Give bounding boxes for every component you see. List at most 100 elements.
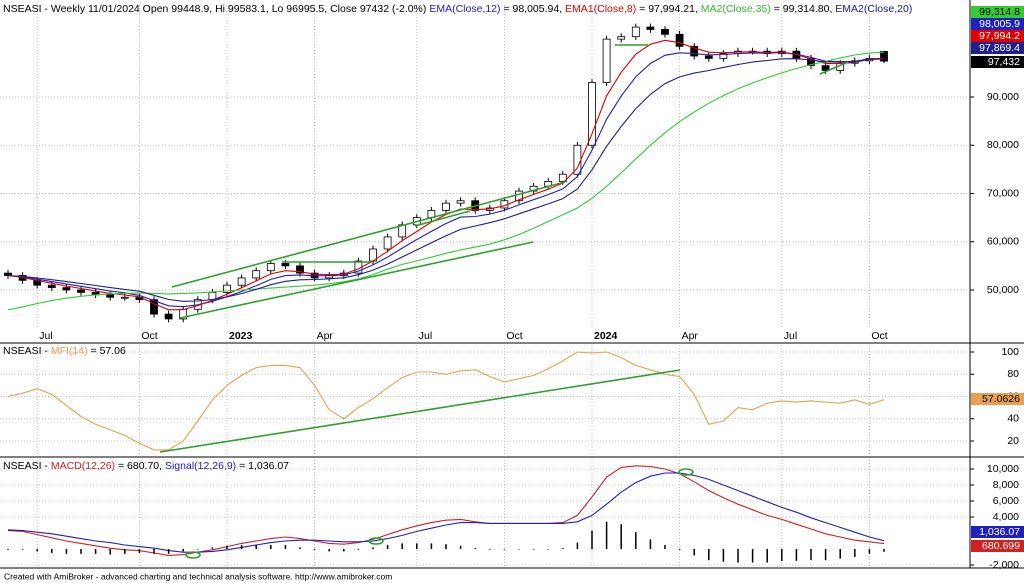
histogram-bar — [781, 549, 783, 561]
candle-body — [237, 277, 246, 286]
x-tick-label: Apr — [682, 330, 699, 342]
histogram-bar — [240, 545, 243, 549]
histogram-bar — [94, 549, 97, 554]
histogram-bar — [416, 543, 418, 549]
y-tick-label: 90,000 — [987, 91, 1019, 103]
pane-title: NSEASI - Weekly 11/01/2024 Open 99448.9,… — [3, 3, 912, 15]
candle-body — [383, 236, 392, 250]
histogram-bar — [138, 549, 141, 553]
histogram-bar — [795, 549, 798, 561]
value-label: 97,994.2 — [979, 30, 1020, 42]
histogram-bar — [124, 549, 126, 554]
histogram-bar — [80, 549, 82, 554]
histogram-bar — [810, 549, 812, 561]
value-label-box — [971, 30, 1024, 42]
histogram-bar — [737, 549, 739, 563]
candle-body — [631, 26, 640, 38]
title-part: = 98,005.94, — [501, 3, 566, 15]
candle-body — [223, 284, 231, 293]
y-tick-label: 60,000 — [987, 236, 1019, 248]
candle-body — [164, 313, 173, 320]
histogram-bar — [722, 549, 725, 562]
histogram-bar — [167, 549, 170, 554]
title-part: MACD(12,26) — [51, 460, 115, 472]
trendline — [414, 210, 471, 227]
candle-body — [47, 284, 56, 288]
histogram-bar — [313, 549, 316, 550]
histogram-bar — [678, 549, 681, 550]
candle-body — [880, 51, 888, 62]
candle-body — [558, 173, 567, 182]
histogram-bar — [576, 542, 579, 549]
histogram-bar — [255, 545, 257, 549]
histogram-bar — [649, 539, 652, 549]
x-tick-label: Jul — [39, 330, 52, 342]
histogram-bar — [328, 549, 330, 552]
candle-body — [281, 263, 290, 267]
x-tick-label: Oct — [141, 330, 157, 342]
histogram-bar — [635, 532, 637, 549]
histogram-bar — [824, 549, 827, 561]
histogram-bar — [459, 545, 462, 549]
indicator-line — [7, 351, 885, 451]
value-label-box — [971, 393, 1024, 405]
value-label-box — [971, 56, 1024, 68]
marks: Jul Oct 2023 Apr Jul Oct 2024 Apr Jul Oct — [0, 5, 974, 566]
histogram-bar — [693, 549, 695, 556]
histogram-bar — [197, 549, 199, 550]
x-tick-label: Oct — [506, 330, 522, 342]
candle-body — [77, 289, 85, 293]
histogram-bar — [562, 548, 564, 549]
candle-body — [266, 263, 275, 272]
candle-body — [602, 38, 611, 83]
y-tick-label: -2,000 — [989, 559, 1019, 571]
title-part: NSEASI - — [3, 345, 51, 357]
y-tick-label: 50,000 — [987, 284, 1019, 296]
candle-body — [719, 53, 728, 59]
y-tick-label: 4,000 — [993, 511, 1019, 523]
trendlines — [159, 44, 849, 559]
value-label-box — [971, 18, 1024, 30]
title-part: Signal(12,26,9) — [165, 460, 236, 472]
histogram-bar — [751, 549, 754, 563]
x-tick-label: Jul — [419, 330, 432, 342]
value-label-box — [971, 526, 1024, 538]
y-tick-label: 8,000 — [993, 479, 1019, 491]
value-label: 1,036.07 — [979, 526, 1020, 538]
candle-body — [675, 33, 684, 47]
title-part: MFI(14) — [51, 345, 88, 357]
histogram-bar — [445, 544, 447, 549]
histogram-bar — [7, 549, 9, 550]
title-part: = 680.70, — [115, 460, 165, 472]
histogram-bar — [51, 549, 53, 553]
y-tick-label: 20 — [1007, 435, 1019, 447]
histogram-bar — [343, 549, 345, 552]
candle-body — [588, 82, 596, 146]
candle-body — [62, 287, 71, 291]
indicator-line — [7, 51, 885, 311]
trendline — [819, 61, 849, 75]
histogram-bar — [299, 547, 301, 549]
candle-body — [456, 200, 465, 204]
value-label: 98,005.9 — [979, 18, 1020, 30]
candle-body — [296, 265, 304, 274]
histogram-bar — [284, 545, 287, 549]
histogram-bar — [503, 549, 506, 550]
histogram-bar — [211, 547, 214, 549]
y-tick-label: 80 — [1007, 368, 1019, 380]
indicator-line — [7, 58, 885, 302]
indicator-line — [7, 52, 885, 308]
y-tick-label: 70,000 — [987, 187, 1019, 199]
histogram-bar — [620, 524, 622, 549]
title-part: = 97,994.21, — [636, 3, 701, 15]
value-label: 97,869.4 — [979, 42, 1020, 54]
candle-body — [120, 296, 129, 299]
candle-body — [704, 55, 713, 59]
x-tick-label: Oct — [871, 330, 887, 342]
histogram-bar — [430, 543, 433, 549]
indicator-line — [7, 472, 885, 553]
candle-body — [617, 36, 626, 40]
y-tick-label: 10,000 — [987, 463, 1019, 475]
